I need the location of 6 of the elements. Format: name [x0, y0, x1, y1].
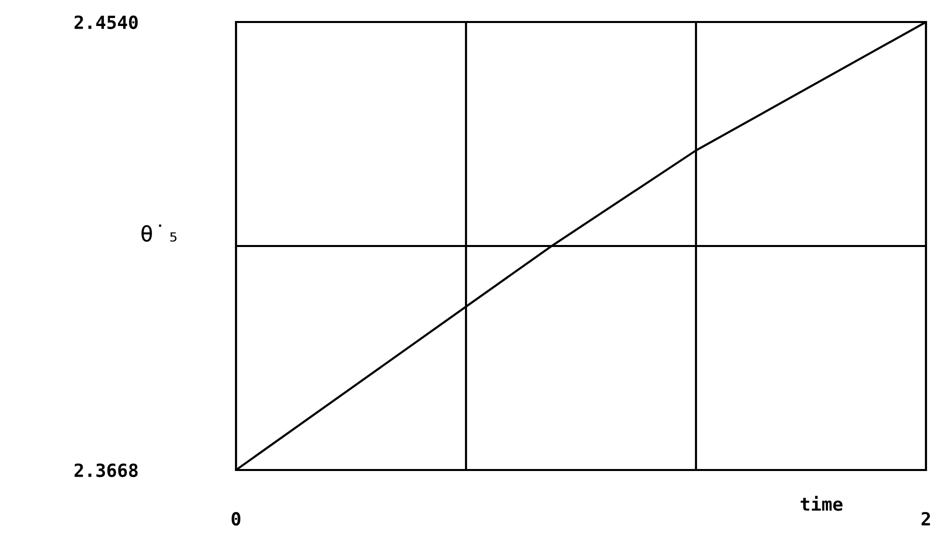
- y-axis-title: θ̇₅: [142, 224, 176, 242]
- x-axis-title: time: [800, 496, 842, 511]
- x-tick-label: 0: [232, 512, 240, 526]
- y-tick-label: 2.4540: [74, 15, 138, 30]
- x-tick-label: 2: [922, 512, 930, 526]
- y-tick-label: 2.3668: [74, 463, 138, 478]
